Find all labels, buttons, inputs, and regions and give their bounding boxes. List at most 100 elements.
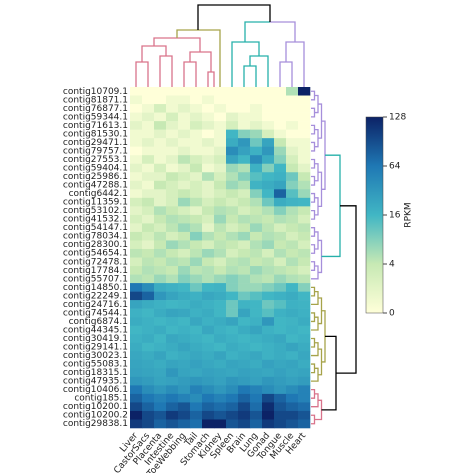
dendrogram-branch (311, 261, 316, 271)
heat-cell (238, 334, 251, 344)
heat-cell (190, 351, 203, 361)
heat-cell (178, 197, 191, 207)
heat-cell (202, 342, 215, 352)
heat-cell (130, 104, 143, 113)
heat-cell (142, 410, 155, 420)
heat-cell (262, 180, 275, 190)
heat-cell (154, 376, 167, 386)
heat-cell (274, 248, 287, 258)
heat-cell (262, 368, 275, 378)
heat-cell (286, 138, 299, 147)
heat-cell (286, 146, 299, 156)
heat-cell (286, 129, 299, 139)
heat-cell (238, 248, 251, 258)
heat-cell (214, 283, 227, 292)
heat-cell (262, 325, 275, 335)
heat-cell (142, 163, 155, 173)
heat-cell (130, 197, 143, 207)
heat-cell (274, 223, 287, 233)
row-label: contig81871.1 (63, 95, 128, 105)
heat-cell (142, 402, 155, 412)
heat-cell (226, 189, 239, 199)
heat-cell (178, 300, 191, 309)
heat-cell (226, 334, 239, 344)
heat-cell (274, 197, 287, 207)
heat-cell (274, 291, 287, 301)
heat-cell (178, 223, 191, 233)
heat-cell (226, 104, 239, 113)
heat-cell (130, 138, 143, 147)
heat-cell (130, 419, 143, 429)
heat-cell (286, 121, 299, 130)
heat-cell (166, 248, 179, 258)
heat-cell (202, 257, 215, 267)
heat-cell (286, 206, 299, 216)
heat-cell (214, 231, 227, 241)
heat-cell (178, 291, 191, 301)
heat-cell (238, 112, 251, 122)
heat-cell (298, 325, 311, 335)
heat-cell (226, 172, 239, 182)
heat-cell (214, 266, 227, 275)
heat-cell (130, 300, 143, 309)
colorbar-tick-label: 64 (389, 162, 401, 172)
heat-cell (214, 385, 227, 395)
heat-cell (202, 95, 215, 105)
heat-cell (286, 189, 299, 199)
heat-cell (190, 223, 203, 233)
heat-cell (262, 104, 275, 113)
heat-cell (238, 291, 251, 301)
row-label: contig81530.1 (63, 129, 128, 139)
heat-cell (274, 410, 287, 420)
heat-cell (286, 223, 299, 233)
heat-cell (286, 393, 299, 403)
heat-cell (190, 146, 203, 156)
row-label: contig6874.1 (69, 317, 128, 327)
heat-cell (238, 300, 251, 309)
heat-cell (274, 214, 287, 224)
heat-cell (154, 206, 167, 216)
colorbar-tick-label: 16 (389, 211, 401, 221)
heat-cell (298, 206, 311, 216)
heat-cell (250, 146, 263, 156)
heat-cell (154, 266, 167, 275)
heat-cell (130, 359, 143, 369)
row-label: contig22249.1 (63, 291, 128, 301)
heat-cell (190, 163, 203, 173)
heat-cell (130, 393, 143, 403)
heat-cell (130, 317, 143, 326)
heat-cell (130, 291, 143, 301)
heat-cell (214, 223, 227, 233)
heat-cell (250, 121, 263, 130)
heat-cell (190, 180, 203, 190)
heat-cell (178, 385, 191, 395)
heat-cell (166, 112, 179, 122)
heat-cell (298, 291, 311, 301)
heat-cell (214, 376, 227, 386)
heat-cell (226, 317, 239, 326)
heat-cell (178, 257, 191, 267)
heat-cell (238, 121, 251, 130)
heat-cell (178, 95, 191, 105)
row-label: contig29141.1 (63, 343, 128, 353)
row-label: contig10406.1 (63, 385, 128, 395)
dendrogram-branch (311, 414, 316, 425)
heat-cell (166, 180, 179, 190)
heat-cell (154, 121, 167, 130)
heat-cell (250, 410, 263, 420)
heat-cell (130, 325, 143, 335)
heat-cell (274, 87, 287, 96)
heat-cell (202, 385, 215, 395)
dendrogram-branch (311, 244, 316, 254)
heat-cell (298, 402, 311, 412)
colorbar-tick-label: 4 (389, 260, 395, 270)
row-label: contig55707.1 (63, 274, 128, 284)
heat-cell (214, 180, 227, 190)
heat-cell (130, 146, 143, 156)
heat-cell (262, 197, 275, 207)
heat-cell (250, 197, 263, 207)
heat-cell (154, 283, 167, 292)
heat-cell (178, 87, 191, 96)
heat-cell (202, 121, 215, 130)
heat-cell (250, 155, 263, 165)
